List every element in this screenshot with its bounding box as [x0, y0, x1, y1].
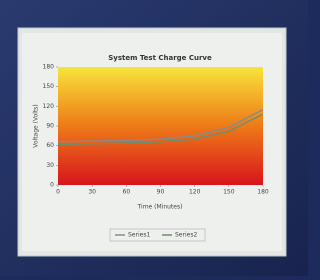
y-tick-label: 60 — [46, 142, 54, 149]
chart: System Test Charge Curve Voltage (Volts)… — [0, 0, 308, 276]
x-tick-label: 0 — [56, 189, 60, 196]
x-tick-label: 90 — [157, 189, 165, 196]
x-tick-label: 30 — [88, 189, 96, 196]
legend-label: Series1 — [128, 232, 150, 239]
y-tick-label: 120 — [43, 103, 55, 110]
legend-label: Series2 — [175, 232, 197, 239]
y-tick-label: 180 — [43, 64, 55, 71]
x-tick-label: 180 — [257, 189, 269, 196]
x-tick-label: 150 — [223, 189, 235, 196]
x-tick-label: 60 — [123, 189, 131, 196]
y-tick-label: 90 — [46, 123, 54, 130]
page: {"chart_data": {"type": "line", "title":… — [0, 0, 308, 276]
x-axis-title: Time (Minutes) — [137, 204, 183, 211]
x-tick-label: 120 — [189, 189, 201, 196]
y-tick-label: 150 — [43, 83, 55, 90]
y-tick-label: 30 — [46, 162, 54, 169]
y-axis-title: Voltage (Volts) — [33, 104, 40, 148]
chart-title: System Test Charge Curve — [108, 54, 212, 62]
y-tick-label: 0 — [50, 182, 54, 189]
